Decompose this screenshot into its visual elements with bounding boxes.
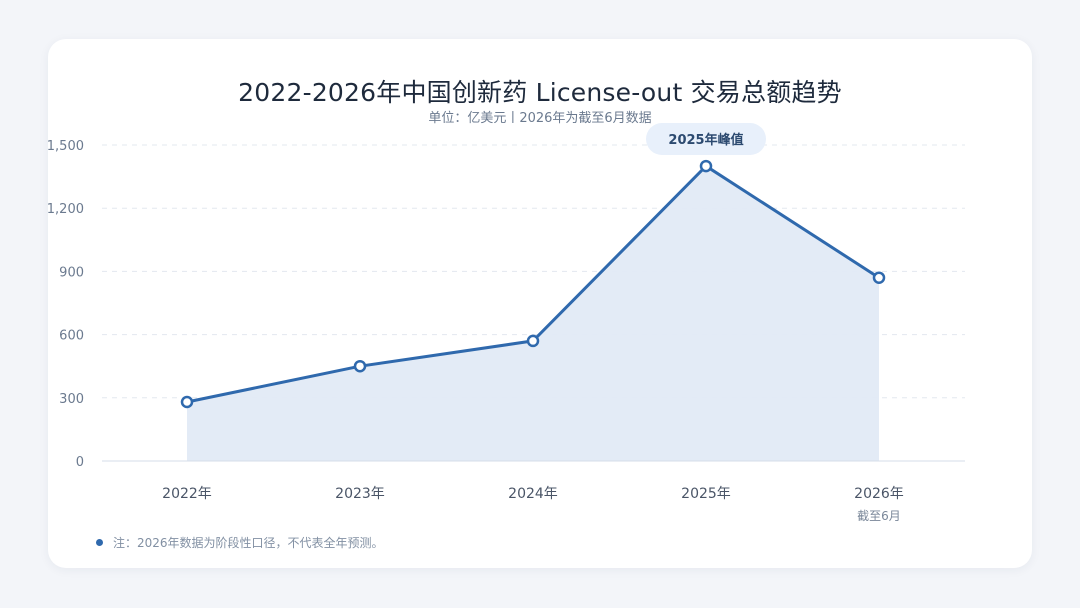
y-tick-label: 1,200	[47, 202, 84, 217]
data-points	[180, 159, 886, 409]
data-point	[180, 395, 194, 409]
chart-title: 2022-2026年中国创新药 License-out 交易总额趋势	[238, 78, 842, 107]
bullet-dot-icon	[96, 539, 103, 546]
chart-subtitle: 单位：亿美元丨2026年为截至6月数据	[428, 111, 652, 126]
y-tick-label: 300	[59, 392, 84, 407]
area-fill	[187, 166, 879, 462]
y-tick-label: 1,500	[47, 139, 84, 154]
x-tick-label: 2025年	[681, 486, 731, 502]
x-tick-label: 2022年	[162, 486, 212, 502]
data-point	[526, 334, 540, 348]
x-tick-sublabel: 截至6月	[857, 509, 901, 523]
y-tick-labels: 0 300 600 900 1,500 1,200	[47, 139, 84, 470]
footnote-text: 注：2026年数据为阶段性口径，不代表全年预测。	[113, 536, 384, 550]
x-tick-label: 2024年	[508, 486, 558, 502]
x-tick-label: 2026年	[854, 486, 904, 502]
data-point	[353, 359, 367, 373]
data-point	[872, 271, 886, 284]
peak-annotation-label: 2025年峰值	[668, 132, 743, 148]
y-tick-label: 600	[59, 329, 84, 344]
y-tick-label: 900	[59, 265, 84, 280]
area-path	[187, 166, 879, 462]
y-tick-label: 0	[76, 455, 84, 470]
peak-annotation: 2025年峰值	[646, 123, 766, 155]
footnote: 注：2026年数据为阶段性口径，不代表全年预测。	[96, 534, 384, 551]
peak-annotation-badge	[646, 123, 766, 155]
x-tick-label: 2023年	[335, 486, 385, 502]
data-point	[699, 159, 713, 173]
